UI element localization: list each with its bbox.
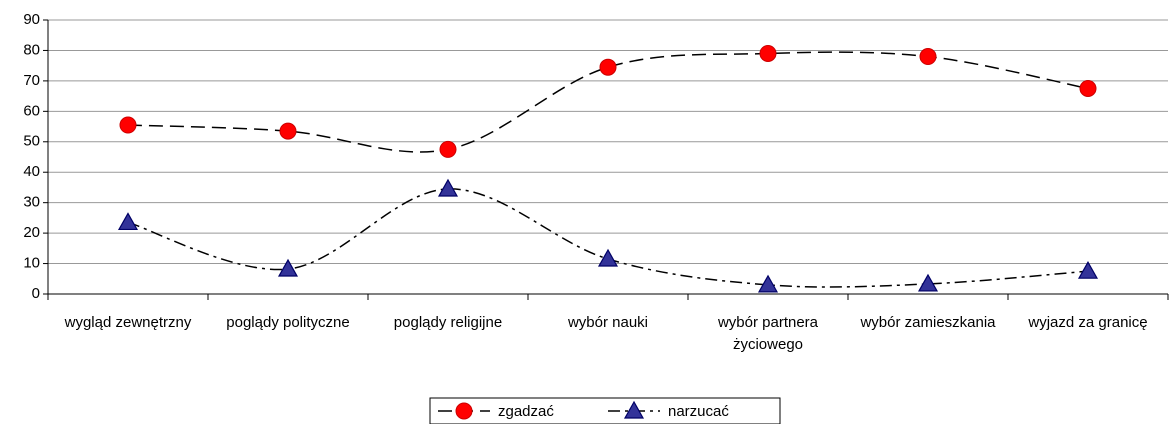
legend-box — [429, 397, 781, 424]
x-tick-label: poglądy polityczne — [226, 314, 350, 331]
point — [437, 178, 459, 197]
x-tick-label: wybór nauki — [567, 314, 649, 331]
point — [117, 212, 139, 231]
x-tick-label: wyjazd za granicę — [1028, 314, 1148, 331]
y-tick-label: 50 — [23, 133, 40, 150]
x-tick-label: wybór partnera życiowego — [717, 314, 819, 353]
y-tick-label: 70 — [23, 72, 40, 89]
point — [759, 44, 777, 62]
point — [277, 258, 299, 277]
x-tick-label: wybór zamieszkania — [860, 314, 996, 331]
series-line — [127, 188, 1089, 288]
point — [757, 274, 779, 293]
point — [119, 116, 137, 134]
y-tick-label: 80 — [23, 41, 40, 58]
point — [597, 248, 619, 267]
point — [919, 48, 937, 66]
point — [439, 140, 457, 158]
y-tick-label: 60 — [23, 102, 40, 119]
y-tick-label: 0 — [32, 285, 40, 302]
y-tick-label: 40 — [23, 163, 40, 180]
legend-marker — [623, 400, 645, 419]
point — [1079, 80, 1097, 97]
y-tick-label: 90 — [23, 11, 40, 28]
y-tick-label: 10 — [23, 255, 40, 272]
legend-label: zgadzać — [498, 403, 554, 420]
point — [599, 58, 617, 76]
legend-label: narzucać — [668, 403, 729, 420]
x-tick-label: wygląd zewnętrzny — [64, 314, 192, 331]
y-tick-label: 20 — [23, 224, 40, 241]
point — [917, 273, 939, 292]
legend-marker — [455, 402, 473, 420]
point — [1077, 260, 1099, 279]
x-tick-label: poglądy religijne — [393, 314, 503, 331]
y-tick-label: 30 — [23, 194, 40, 211]
point — [279, 122, 297, 140]
